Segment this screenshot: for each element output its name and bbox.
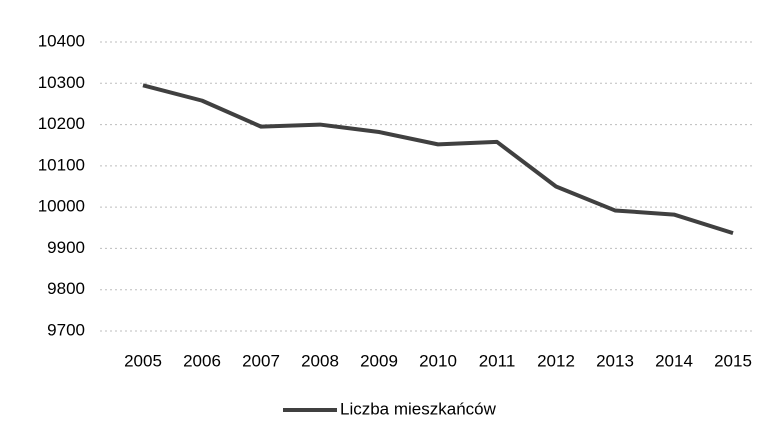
- x-tick-label: 2005: [124, 351, 162, 370]
- y-tick-label: 9800: [47, 279, 85, 298]
- y-tick-label: 10200: [38, 114, 85, 133]
- x-tick-label: 2012: [537, 351, 575, 370]
- legend-label: Liczba mieszkańców: [340, 399, 497, 418]
- y-tick-label: 9900: [47, 238, 85, 257]
- x-tick-label: 2007: [242, 351, 280, 370]
- y-tick-label: 10300: [38, 73, 85, 92]
- y-tick-label: 10100: [38, 155, 85, 174]
- x-tick-label: 2013: [596, 351, 634, 370]
- data-line: [142, 83, 734, 236]
- y-tick-label: 10400: [38, 31, 85, 50]
- x-tick-label: 2014: [655, 351, 693, 370]
- x-tick-label: 2011: [479, 351, 516, 370]
- x-tick-label: 2010: [419, 351, 457, 370]
- y-tick-label: 9700: [47, 320, 85, 339]
- x-tick-label: 2015: [714, 351, 752, 370]
- x-tick-label: 2009: [360, 351, 398, 370]
- x-tick-label: 2008: [301, 351, 339, 370]
- x-tick-label: 2006: [183, 351, 221, 370]
- y-tick-label: 10000: [38, 197, 85, 216]
